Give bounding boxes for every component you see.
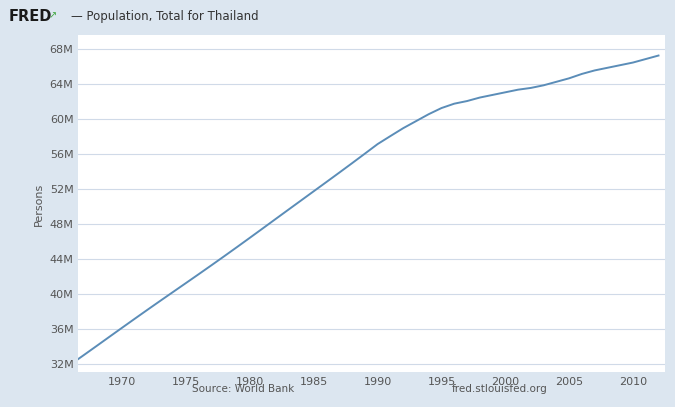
Y-axis label: Persons: Persons	[34, 182, 44, 225]
Text: Source: World Bank: Source: World Bank	[192, 384, 294, 394]
Text: ↗: ↗	[49, 10, 57, 20]
Text: — Population, Total for Thailand: — Population, Total for Thailand	[71, 10, 259, 23]
Text: FRED: FRED	[9, 9, 52, 24]
Text: fred.stlouisfed.org: fred.stlouisfed.org	[452, 384, 547, 394]
